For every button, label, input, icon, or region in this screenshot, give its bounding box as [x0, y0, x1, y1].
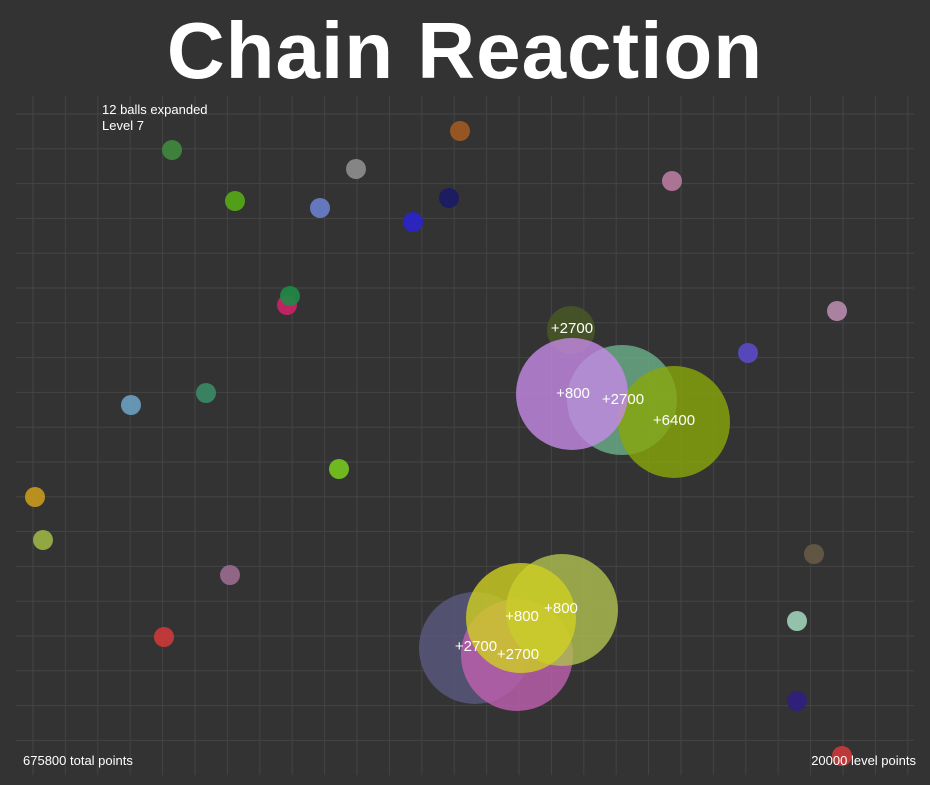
- expanded-ball: [618, 366, 730, 478]
- score-popup: +2700: [602, 391, 644, 408]
- small-ball: [310, 198, 330, 218]
- score-popup: +800: [544, 600, 578, 617]
- small-ball: [280, 286, 300, 306]
- balls-expanded-counter: 12 balls expanded: [102, 102, 208, 117]
- small-ball: [346, 159, 366, 179]
- score-popup: +2700: [497, 646, 539, 663]
- total-points: 675800 total points: [23, 753, 133, 768]
- small-ball: [225, 191, 245, 211]
- expanded-ball: [466, 563, 576, 673]
- small-ball: [450, 121, 470, 141]
- score-popup: +800: [556, 385, 590, 402]
- small-ball: [439, 188, 459, 208]
- small-ball: [196, 383, 216, 403]
- small-ball: [787, 691, 807, 711]
- small-ball: [329, 459, 349, 479]
- score-popup: +6400: [653, 412, 695, 429]
- expanded-balls: [419, 306, 730, 711]
- small-ball: [787, 611, 807, 631]
- small-ball: [25, 487, 45, 507]
- level-points: 20000 level points: [811, 753, 916, 768]
- small-ball: [121, 395, 141, 415]
- small-ball: [662, 171, 682, 191]
- score-popup: +800: [505, 608, 539, 625]
- score-popup: +2700: [455, 638, 497, 655]
- score-popup: +2700: [551, 320, 593, 337]
- small-ball: [738, 343, 758, 363]
- small-ball: [154, 627, 174, 647]
- score-labels: +2700+2700+6400+800+2700 +2700+800+800: [455, 320, 695, 663]
- expanded-ball: [516, 338, 628, 450]
- small-ball: [832, 746, 852, 766]
- small-ball: [220, 565, 240, 585]
- small-ball: [162, 140, 182, 160]
- small-ball: [804, 544, 824, 564]
- small-balls: [25, 121, 852, 766]
- small-ball: [403, 212, 423, 232]
- level-indicator: Level 7: [102, 118, 144, 133]
- small-ball: [33, 530, 53, 550]
- game-title: Chain Reaction: [166, 6, 764, 95]
- small-ball: [827, 301, 847, 321]
